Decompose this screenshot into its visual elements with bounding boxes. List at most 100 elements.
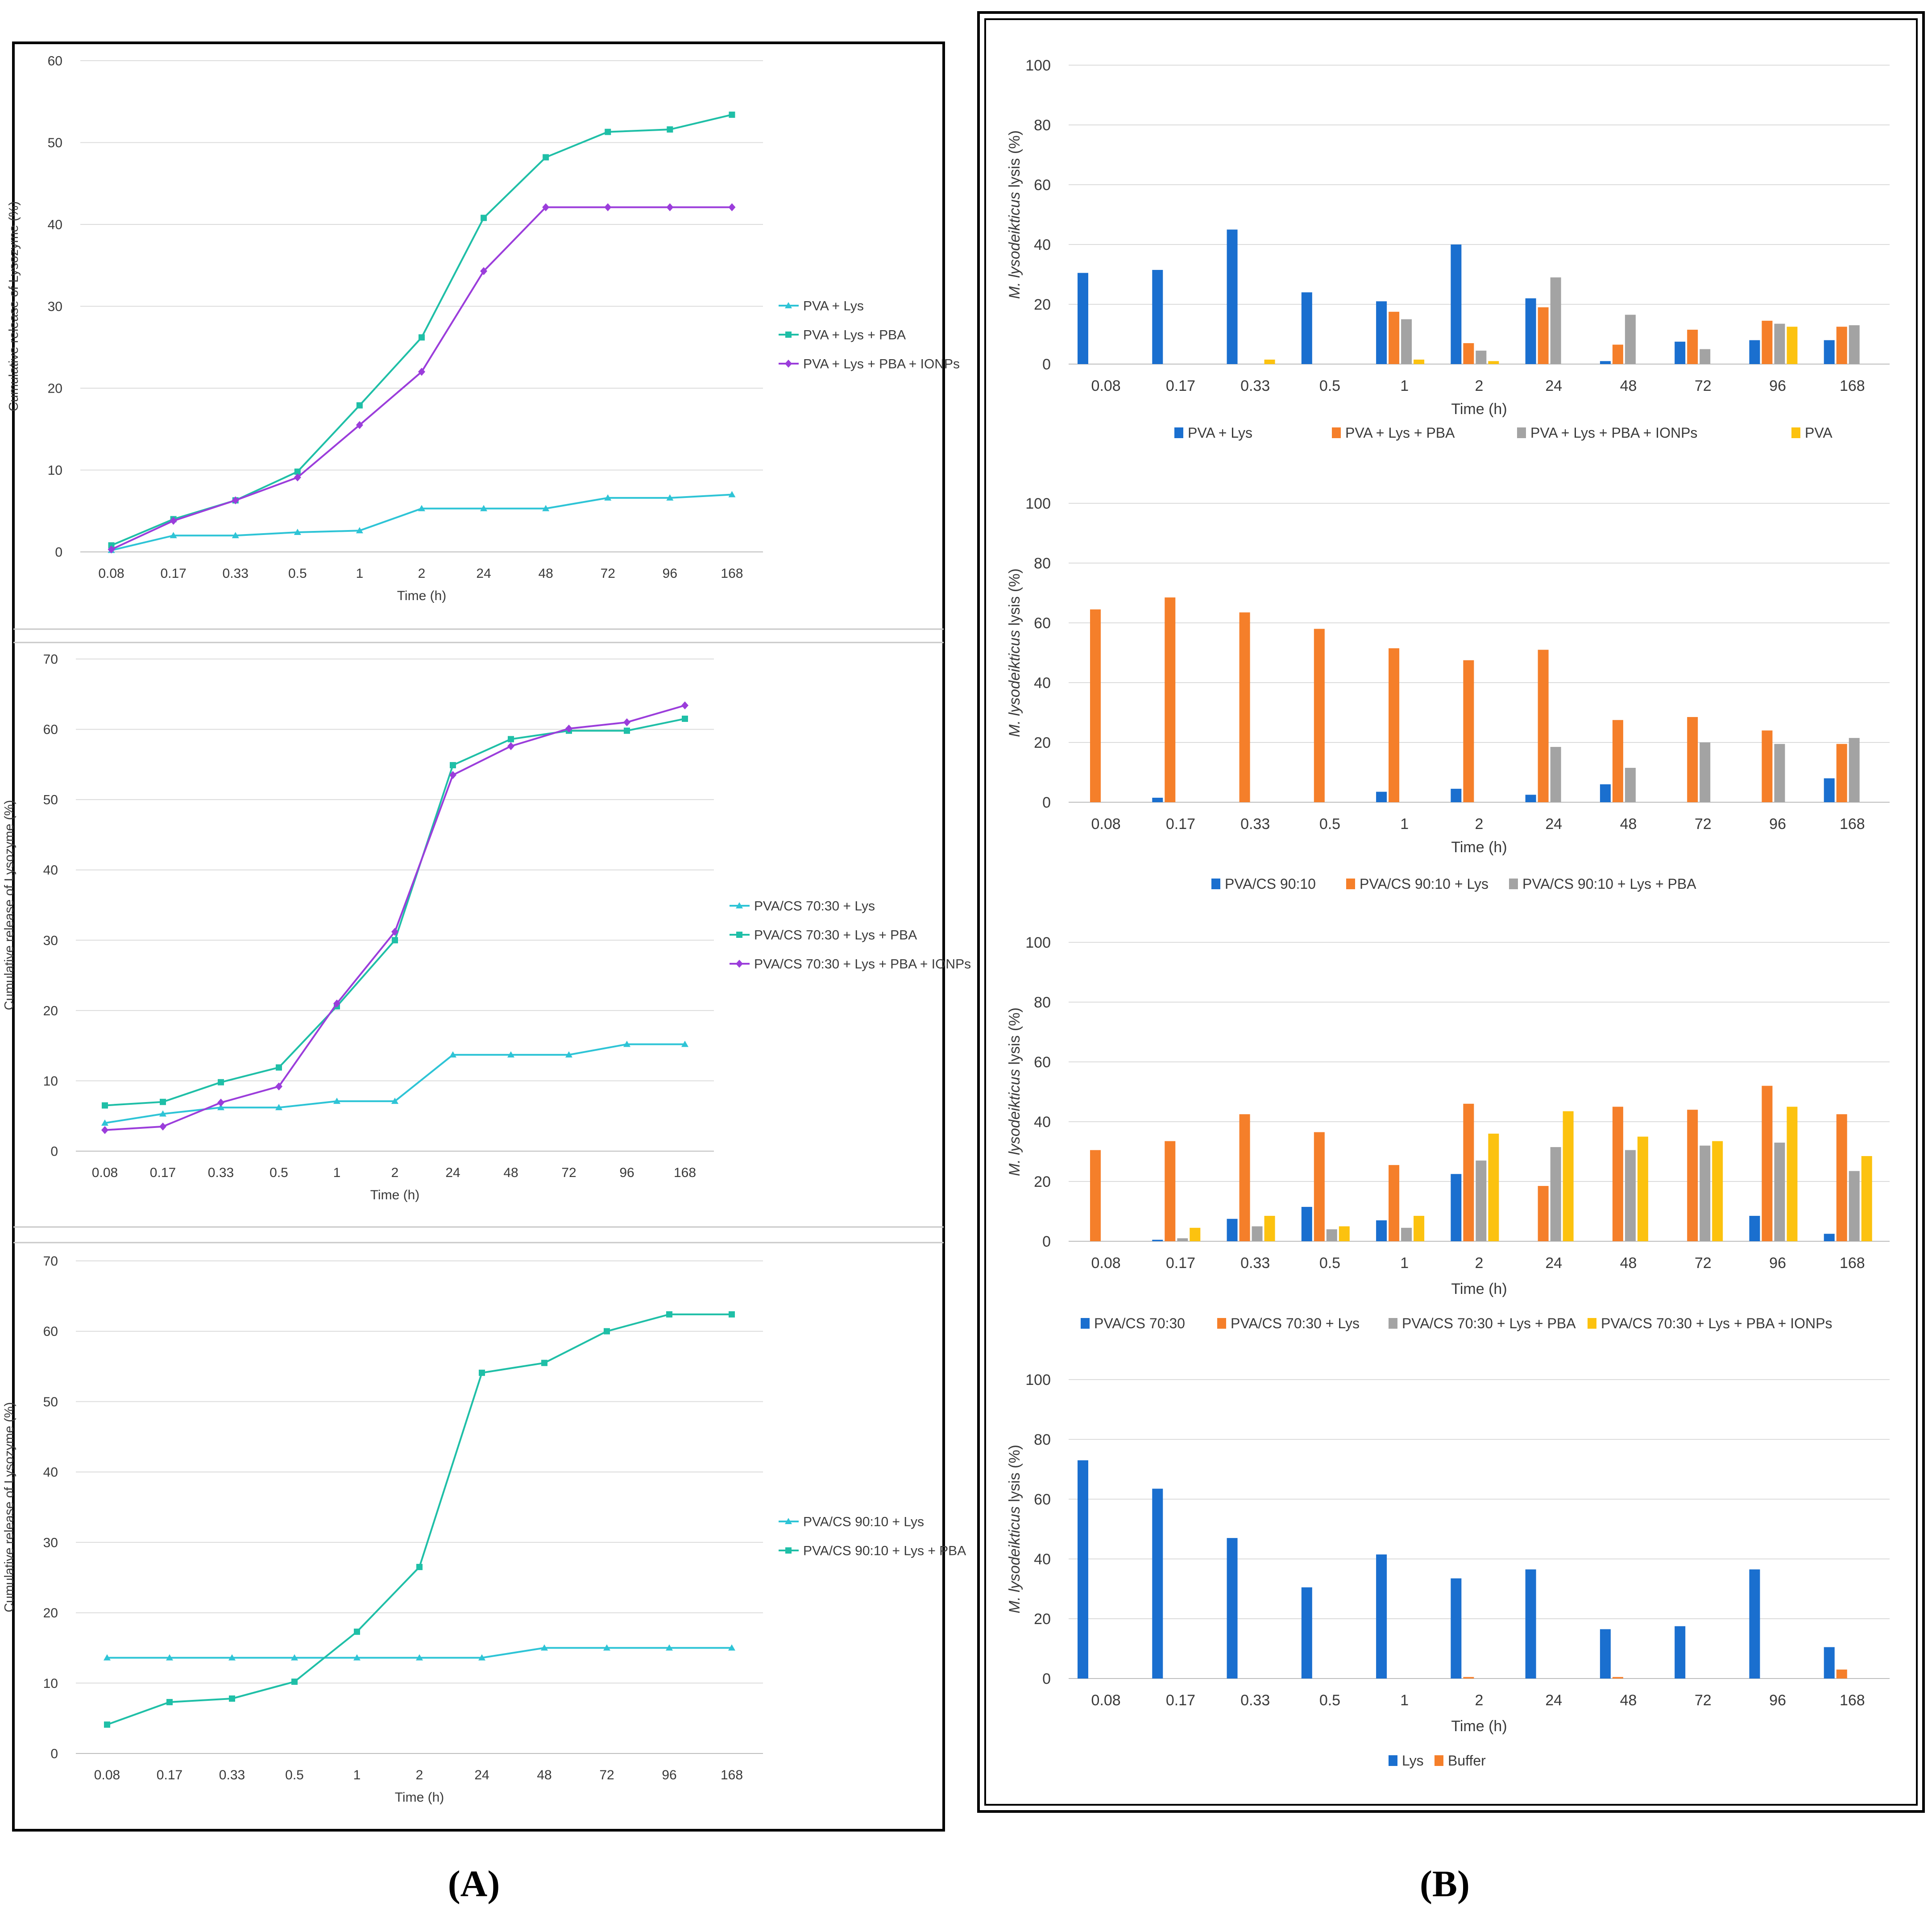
bar — [1463, 343, 1474, 364]
data-point — [666, 203, 674, 211]
y-tick-label: 0 — [55, 545, 62, 560]
data-point — [565, 1051, 572, 1058]
bar — [1550, 747, 1561, 802]
data-point — [166, 1699, 173, 1705]
legend-entry: PVA/CS 90:10 + Lys + PBA — [779, 1544, 966, 1558]
bar — [1239, 1114, 1250, 1241]
x-axis-title: Time (h) — [1451, 839, 1507, 856]
bar — [1612, 344, 1623, 364]
x-tick-label: 96 — [662, 1768, 676, 1782]
bar — [1774, 744, 1785, 802]
bar — [1675, 1626, 1686, 1679]
bar — [1762, 1086, 1773, 1241]
legend-entry: PVA/CS 70:30 + Lys — [730, 899, 875, 914]
legend-entry: PVA/CS 90:10 + Lys — [779, 1515, 924, 1529]
bar — [1675, 341, 1686, 364]
y-tick-label: 40 — [43, 1465, 58, 1480]
legend-label: PVA/CS 70:30 + Lys + PBA — [754, 928, 917, 943]
data-point — [418, 368, 425, 376]
legend-entry: PVA + Lys — [1174, 425, 1252, 441]
data-point — [294, 473, 301, 482]
x-tick-label: 1 — [356, 566, 364, 581]
data-point — [623, 1040, 630, 1047]
y-axis-title: Cumulative release of Lysozyme (%) — [7, 201, 21, 411]
series-1 — [1078, 229, 1835, 364]
x-tick-label: 0.08 — [1091, 377, 1121, 394]
y-tick-label: 80 — [1034, 994, 1051, 1011]
bar — [1264, 359, 1275, 364]
series-line — [104, 1043, 685, 1124]
data-point — [449, 771, 456, 779]
bar — [1152, 797, 1163, 802]
x-tick-label: 168 — [674, 1165, 696, 1180]
x-tick-label: 24 — [1545, 1692, 1562, 1709]
x-tick-label: 0.5 — [1319, 1255, 1340, 1272]
data-point — [356, 421, 363, 429]
data-point — [218, 1079, 224, 1086]
x-tick-label: 1 — [333, 1165, 341, 1180]
legend-entry: PVA/CS 90:10 + Lys — [1346, 876, 1488, 892]
bar — [1563, 1111, 1574, 1241]
data-point — [542, 505, 550, 511]
y-axis-title: M. lysodeikticus lysis (%) — [1006, 1445, 1023, 1613]
data-point — [449, 1051, 456, 1058]
data-point — [160, 1098, 166, 1105]
series-line — [104, 717, 685, 1107]
bar — [1165, 1141, 1176, 1241]
y-axis-title: M. lysodeikticus lysis (%) — [1006, 130, 1023, 299]
x-tick-label: 72 — [599, 1768, 614, 1782]
bar — [1227, 1538, 1238, 1679]
bar — [1451, 1174, 1462, 1241]
data-point — [543, 154, 549, 161]
x-tick-label: 0.08 — [98, 566, 124, 581]
data-point — [104, 1721, 110, 1728]
data-point — [418, 505, 425, 511]
bar — [1836, 1114, 1847, 1241]
bar — [1849, 738, 1860, 802]
bar — [1414, 1216, 1425, 1241]
series-1 — [101, 1040, 688, 1126]
legend-label: PVA/CS 70:30 + Lys + PBA — [1402, 1315, 1576, 1331]
data-point — [217, 1098, 224, 1107]
x-tick-label: 0.33 — [223, 566, 249, 581]
series-3 — [1550, 738, 1860, 802]
x-tick-label: 48 — [1620, 377, 1637, 394]
data-point — [333, 1098, 340, 1104]
y-tick-label: 10 — [43, 1074, 58, 1089]
bar — [1700, 742, 1711, 802]
x-tick-label: 168 — [721, 566, 743, 581]
x-tick-label: 168 — [1840, 816, 1865, 833]
y-tick-label: 20 — [1034, 1611, 1051, 1628]
data-point — [232, 496, 239, 505]
x-tick-label: 2 — [1475, 377, 1484, 394]
x-tick-label: 72 — [601, 566, 615, 581]
bar — [1463, 1103, 1474, 1241]
x-tick-label: 0.33 — [1240, 1692, 1270, 1709]
data-point — [391, 928, 398, 936]
x-tick-label: 2 — [391, 1165, 399, 1180]
bar — [1401, 1227, 1412, 1241]
series-2 — [104, 1311, 735, 1728]
bar — [1090, 609, 1101, 802]
series-2 — [102, 715, 688, 1109]
x-axis-title: Time (h) — [1451, 1281, 1507, 1297]
legend-label: PVA/CS 70:30 + Lys + PBA + IONPs — [754, 957, 971, 972]
chart-1: 0 10 20 30 40 50 60 0.08 0.17 0.33 0.5 1 2 24 48 72 96 16… — [7, 54, 960, 604]
bar — [1787, 1107, 1798, 1241]
data-point — [232, 532, 239, 539]
y-axis-title: M. lysodeikticus lysis (%) — [1006, 568, 1023, 737]
x-tick-label: 0.17 — [157, 1768, 182, 1782]
y-tick-label: 80 — [1034, 1431, 1051, 1448]
panel-labels: (A) (B) — [448, 1863, 1470, 1905]
data-point — [728, 203, 736, 211]
data-point — [102, 1102, 108, 1109]
bar — [1700, 349, 1711, 364]
legend-entry: PVA + Lys + PBA + IONPs — [779, 357, 960, 372]
chart-5: 0 20 40 60 80 100 0.08 0.17 0.33 0.5 1 2 24 48 72 96 168… — [1006, 495, 1890, 892]
data-point — [603, 1644, 610, 1651]
data-point — [392, 937, 398, 944]
data-point — [356, 527, 363, 534]
series-line — [104, 705, 685, 1131]
